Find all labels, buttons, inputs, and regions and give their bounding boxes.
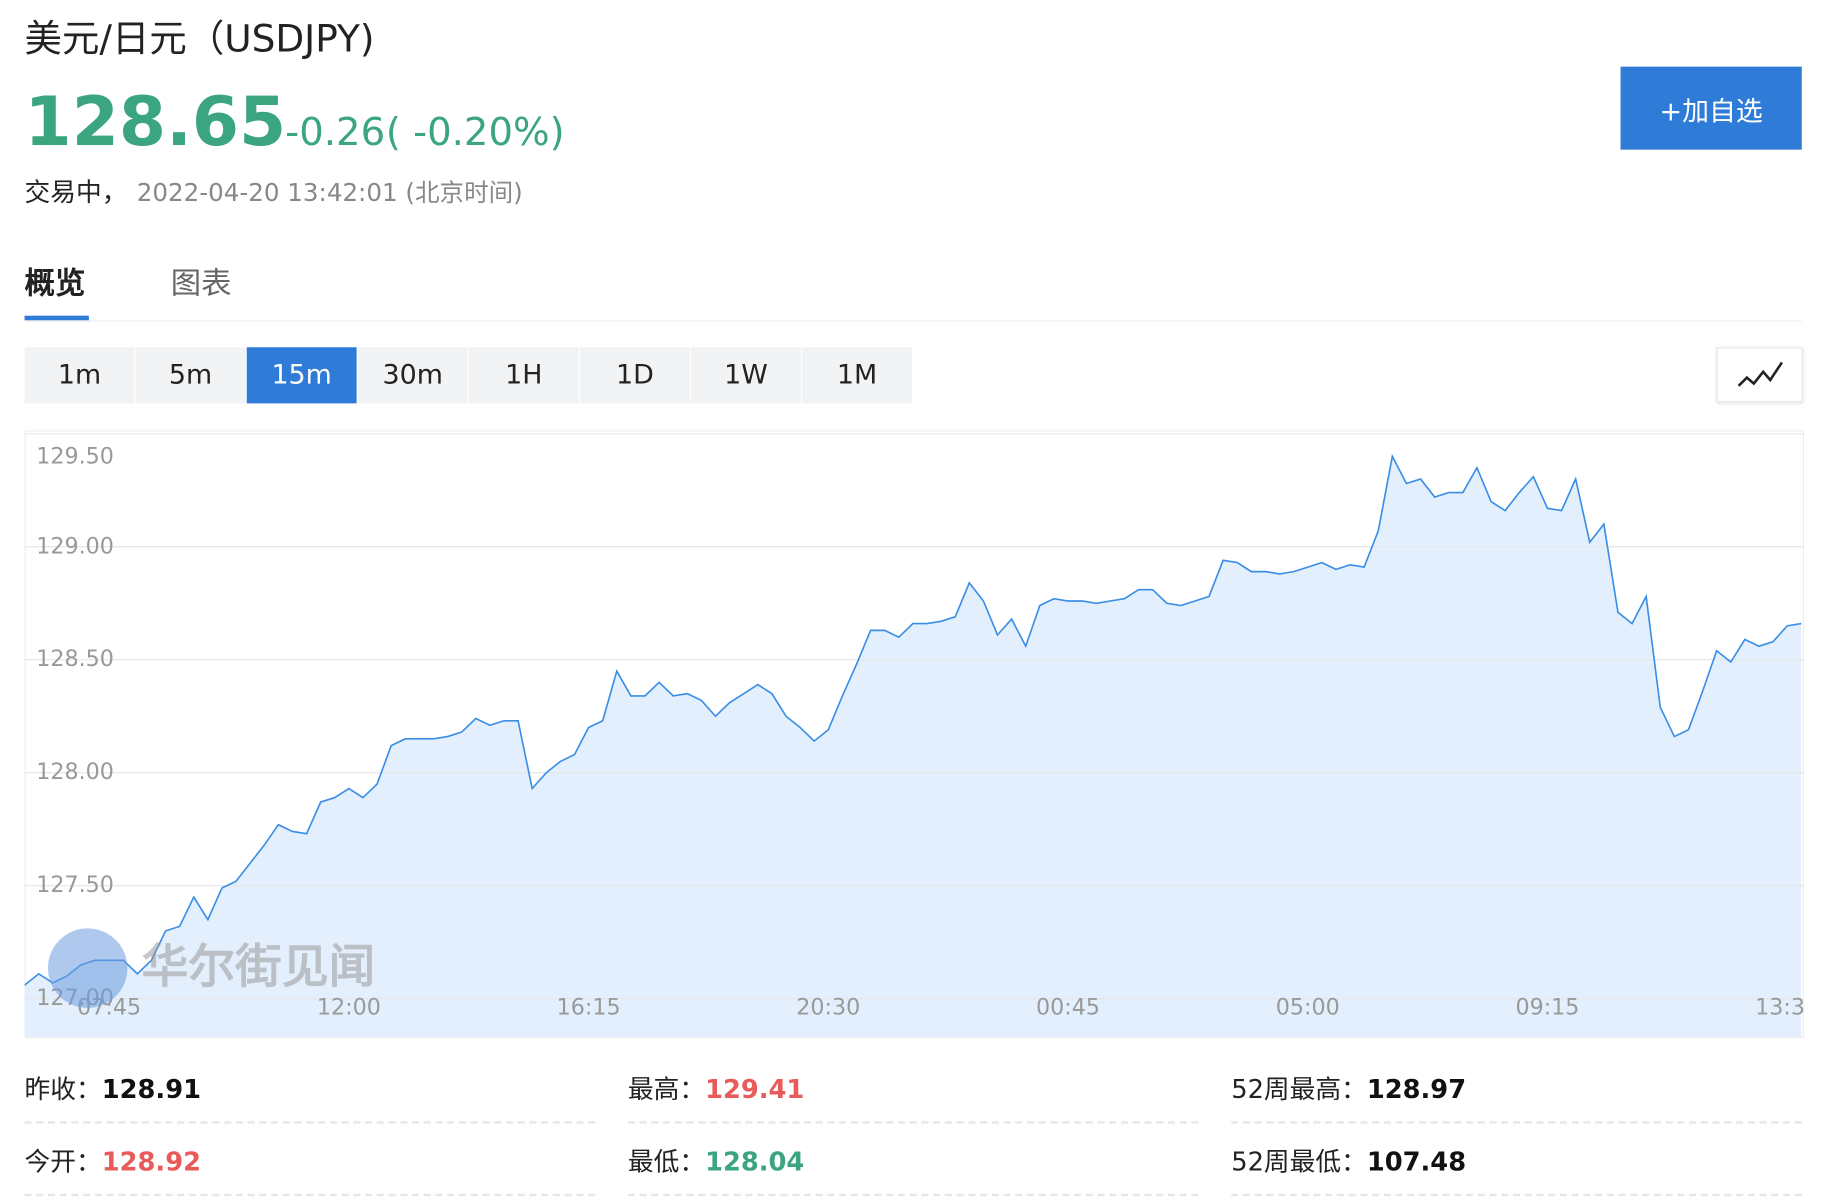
stat: 昨收：128.91 <box>25 1069 201 1106</box>
chart: 127.00127.50128.00128.50129.00129.5007:4… <box>24 430 1805 1039</box>
timestamp: 2022-04-20 13:42:01 (北京时间) <box>136 178 523 207</box>
stat-value: 128.91 <box>101 1075 202 1105</box>
stat: 最高：129.41 <box>628 1069 804 1106</box>
tab[interactable]: 概览 <box>24 266 86 302</box>
stat: 最低：128.04 <box>628 1141 804 1178</box>
period-button[interactable]: 15m <box>246 347 357 404</box>
chart-type-toggle[interactable] <box>1716 347 1803 403</box>
period-button[interactable]: 1M <box>802 347 912 404</box>
period-button[interactable]: 1m <box>24 347 135 404</box>
x-tick-label: 09:15 <box>1515 994 1579 1020</box>
line-icon <box>1737 361 1783 387</box>
watermark-text: 华尔街见闻 <box>141 939 375 994</box>
y-tick-label: 128.00 <box>36 759 114 785</box>
period-button[interactable]: 1H <box>468 347 579 404</box>
stat-divider <box>627 1121 1199 1124</box>
tab-indicator <box>24 315 89 321</box>
area <box>24 456 1802 1038</box>
stat-label: 昨收： <box>24 1075 102 1105</box>
stat-label: 52周最低： <box>1231 1148 1367 1178</box>
stat-divider <box>24 1193 596 1197</box>
x-tick-label: 00:45 <box>1036 994 1100 1020</box>
change-pct: ( -0.20%) <box>385 108 565 155</box>
status: 交易中， <box>24 178 128 209</box>
stat: 今开：128.92 <box>25 1141 201 1178</box>
y-tick-label: 127.50 <box>36 872 114 898</box>
stat-value: 128.97 <box>1366 1075 1467 1105</box>
x-tick-label: 20:30 <box>796 994 860 1020</box>
stat: 52周最低：107.48 <box>1231 1141 1466 1178</box>
stat-value: 107.48 <box>1366 1148 1467 1178</box>
period-button[interactable]: 5m <box>135 347 246 404</box>
x-tick-label: 16:15 <box>557 994 621 1020</box>
y-tick-label: 129.00 <box>36 533 114 559</box>
period-selector: 1m 5m 15m 30m 1H 1D 1W 1M <box>24 347 914 404</box>
stat-divider <box>1231 1121 1802 1124</box>
stat-label: 最高： <box>627 1075 706 1105</box>
y-tick-label: 128.50 <box>36 646 114 672</box>
period-button[interactable]: 30m <box>357 347 468 404</box>
stat-divider <box>627 1193 1199 1197</box>
y-tick-label: 129.50 <box>36 444 114 470</box>
watermark: 华尔街见闻 <box>47 928 375 1008</box>
x-tick-label: 05:00 <box>1276 994 1340 1020</box>
period-button[interactable]: 1W <box>691 347 801 404</box>
price: 128.65 <box>24 81 287 162</box>
period-button[interactable]: 1D <box>579 347 690 404</box>
watchlist-button[interactable]: +加自选 <box>1620 66 1802 150</box>
stat-divider <box>1231 1193 1802 1197</box>
x-tick-label: 13:30 <box>1755 994 1804 1020</box>
stat-label: 最低： <box>627 1148 706 1178</box>
change: -0.26 <box>285 108 386 155</box>
tab[interactable]: 图表 <box>170 266 232 302</box>
divider <box>24 320 1802 322</box>
stat-value: 128.92 <box>101 1148 202 1178</box>
stat-label: 今开： <box>24 1148 102 1178</box>
price-line <box>24 453 1802 986</box>
stat-label: 52周最高： <box>1231 1075 1367 1105</box>
x-tick-label: 12:00 <box>317 994 381 1020</box>
stat-value: 129.41 <box>705 1075 805 1105</box>
title: 美元/日元（USDJPY) <box>24 16 375 61</box>
watermark-logo <box>47 928 128 1008</box>
stat: 52周最高：128.97 <box>1231 1069 1466 1106</box>
stat-value: 128.04 <box>705 1148 805 1178</box>
stat-divider <box>24 1121 596 1124</box>
